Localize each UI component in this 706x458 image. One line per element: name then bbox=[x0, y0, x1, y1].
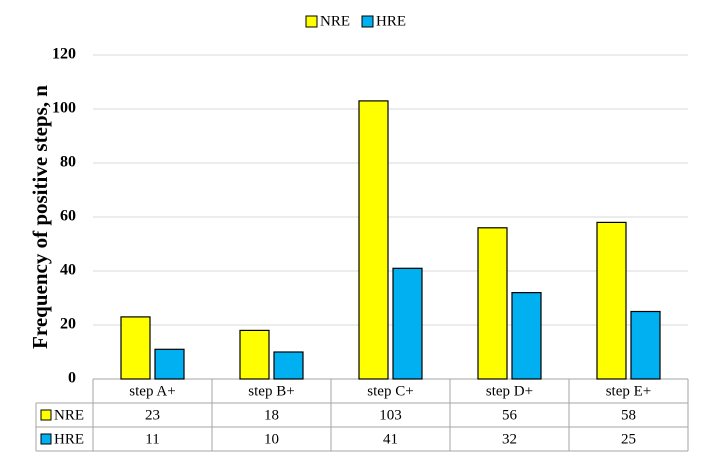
y-tick-label: 40 bbox=[60, 262, 76, 279]
legend-key bbox=[40, 409, 52, 421]
y-tick-label: 0 bbox=[68, 370, 76, 387]
bar bbox=[392, 267, 423, 380]
table-value: 56 bbox=[502, 407, 518, 423]
x-tick-label: step C+ bbox=[367, 383, 413, 399]
y-tick-label: 80 bbox=[60, 154, 76, 171]
y-tick-label: 60 bbox=[60, 208, 76, 225]
table-value: 58 bbox=[621, 407, 636, 423]
bar bbox=[477, 227, 508, 380]
y-tick-label: 120 bbox=[52, 46, 76, 63]
bar bbox=[273, 351, 304, 380]
bar bbox=[630, 310, 661, 380]
table-row-label: HRE bbox=[54, 431, 84, 447]
legend-label: HRE bbox=[376, 13, 406, 29]
table-value: 32 bbox=[502, 431, 517, 447]
table-value: 11 bbox=[145, 431, 159, 447]
x-tick-label: step E+ bbox=[606, 383, 652, 399]
table-value: 41 bbox=[383, 431, 398, 447]
legend-label: NRE bbox=[320, 13, 350, 29]
x-tick-label: step B+ bbox=[248, 383, 294, 399]
x-tick-label: step D+ bbox=[486, 383, 533, 399]
bar bbox=[239, 329, 270, 380]
bar bbox=[120, 316, 151, 380]
table-row-label: NRE bbox=[54, 407, 84, 423]
table-value: 10 bbox=[264, 431, 279, 447]
bar bbox=[154, 348, 185, 380]
table-value: 103 bbox=[379, 407, 402, 423]
legend-swatch bbox=[361, 15, 374, 28]
bar bbox=[358, 100, 389, 380]
table-value: 23 bbox=[145, 407, 160, 423]
bar bbox=[596, 221, 627, 380]
x-tick-label: step A+ bbox=[129, 383, 175, 399]
y-axis-label: Frequency of positive steps, n bbox=[28, 85, 52, 349]
bar bbox=[511, 292, 542, 380]
y-tick-label: 20 bbox=[60, 316, 76, 333]
table-value: 18 bbox=[264, 407, 279, 423]
legend-key bbox=[40, 433, 52, 445]
y-tick-label: 100 bbox=[52, 100, 76, 117]
table-value: 25 bbox=[621, 431, 636, 447]
legend-swatch bbox=[305, 15, 318, 28]
